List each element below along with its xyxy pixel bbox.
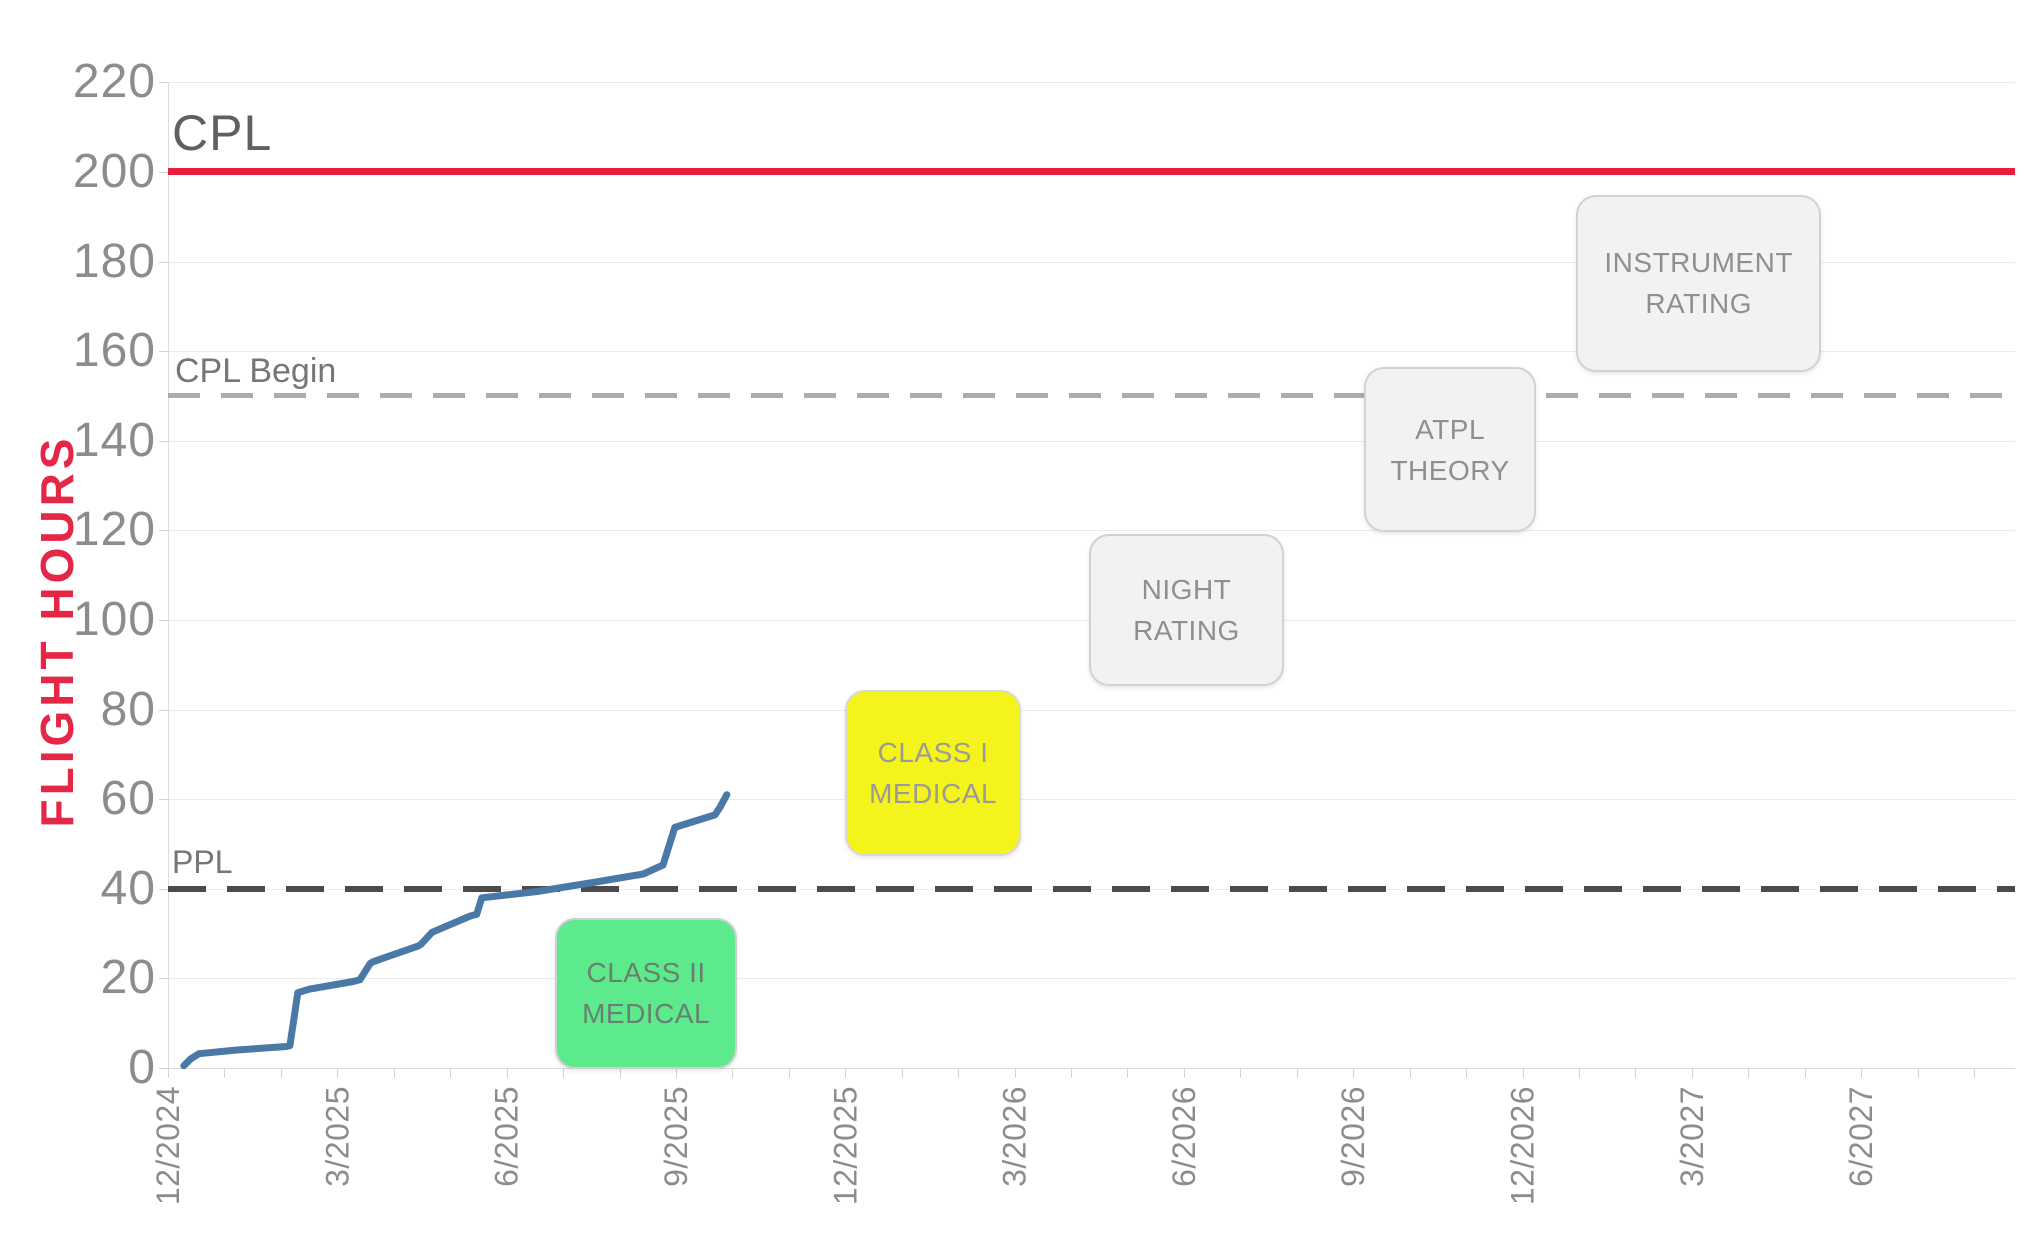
x-tick [958, 1068, 960, 1078]
milestone-label-line: CLASS I [877, 736, 989, 768]
x-tick [788, 1068, 790, 1078]
y-tick [159, 82, 168, 84]
x-tick [1917, 1068, 1919, 1078]
x-tick [675, 1068, 677, 1078]
x-tick [1804, 1068, 1806, 1078]
y-tick [159, 709, 168, 711]
chart-title: CPL [172, 105, 273, 161]
y-tick-label: 80 [100, 682, 156, 736]
y-tick [159, 978, 168, 980]
x-tick [563, 1068, 565, 1078]
milestone-label-line: ATPL [1415, 413, 1486, 445]
x-tick [1014, 1068, 1016, 1078]
y-tick [159, 351, 168, 353]
y-tick [159, 530, 168, 532]
milestone-label-line: INSTRUMENT [1604, 247, 1793, 279]
milestone-box-class-ii-medical[interactable]: CLASS II MEDICAL [555, 917, 737, 1069]
y-tick-label: 180 [72, 234, 156, 288]
y-tick-label: 160 [72, 324, 156, 378]
y-gridline [168, 351, 2015, 353]
ppl-label: PPL [172, 844, 233, 880]
x-tick [1466, 1068, 1468, 1078]
x-tick [1748, 1068, 1750, 1078]
y-gridline [168, 82, 2015, 84]
x-axis-line [168, 1068, 2015, 1069]
refline-cpl-begin [168, 393, 2015, 398]
y-tick [159, 440, 168, 442]
y-axis-line [168, 82, 169, 1068]
y-tick [159, 261, 168, 263]
milestone-box-instrument-rating[interactable]: INSTRUMENT RATING [1576, 194, 1822, 372]
x-tick [1409, 1068, 1411, 1078]
x-tick [1240, 1068, 1242, 1078]
milestone-label-line: MEDICAL [582, 998, 711, 1030]
x-tick [845, 1068, 847, 1078]
x-tick [619, 1068, 621, 1078]
milestone-label-line: RATING [1645, 288, 1753, 320]
y-gridline [168, 978, 2015, 980]
y-gridline [168, 440, 2015, 442]
milestone-label-line: MEDICAL [869, 777, 998, 809]
milestone-label-line: THEORY [1390, 454, 1510, 486]
x-tick [1071, 1068, 1073, 1078]
refline-ppl [168, 885, 2015, 892]
milestone-box-night-rating[interactable]: NIGHT RATING [1089, 533, 1284, 686]
milestone-box-class-i-medical[interactable]: CLASS I MEDICAL [845, 689, 1021, 857]
y-tick-label: 0 [128, 1041, 156, 1094]
y-tick-label: 20 [100, 951, 156, 1005]
y-tick-label: 140 [72, 413, 156, 467]
x-tick [1974, 1068, 1976, 1078]
x-tick [1183, 1068, 1185, 1078]
x-tick [1522, 1068, 1524, 1078]
milestone-label-line: CLASS II [586, 957, 706, 989]
x-tick [393, 1068, 395, 1078]
x-tick [1635, 1068, 1637, 1078]
x-tick [1579, 1068, 1580, 1078]
milestone-label-line: NIGHT [1141, 573, 1232, 605]
y-tick-label: 200 [72, 145, 156, 198]
y-gridline [168, 261, 2015, 263]
y-tick-label: 100 [72, 593, 156, 646]
milestone-box-atpl-theory[interactable]: ATPL THEORY [1363, 366, 1537, 533]
y-tick [159, 888, 168, 890]
x-tick [732, 1068, 734, 1078]
y-gridline [168, 709, 2015, 711]
y-tick [159, 1068, 168, 1069]
y-tick [159, 172, 168, 173]
x-tick [1861, 1068, 1863, 1078]
flight-hours-line[interactable] [180, 791, 731, 1070]
y-gridline [168, 530, 2015, 532]
x-tick [1296, 1068, 1298, 1078]
y-tick-label: 60 [100, 772, 156, 826]
x-tick [337, 1068, 339, 1078]
milestone-label-line: RATING [1133, 614, 1240, 646]
refline-cpl [168, 168, 2015, 175]
x-tick [1353, 1068, 1355, 1078]
y-tick [159, 620, 168, 621]
y-tick-label: 40 [100, 861, 156, 915]
x-tick [280, 1068, 282, 1078]
x-tick [168, 1068, 169, 1078]
y-tick-label: 220 [72, 55, 156, 109]
x-tick [901, 1068, 903, 1078]
x-tick [1127, 1068, 1129, 1078]
y-tick [159, 799, 168, 801]
x-tick [1691, 1068, 1693, 1078]
x-tick [506, 1068, 508, 1078]
cpl-begin-label: CPL Begin [175, 352, 337, 390]
x-tick [224, 1068, 226, 1078]
y-tick-label: 120 [72, 503, 156, 557]
x-tick [450, 1068, 452, 1078]
y-gridline [168, 799, 2015, 801]
